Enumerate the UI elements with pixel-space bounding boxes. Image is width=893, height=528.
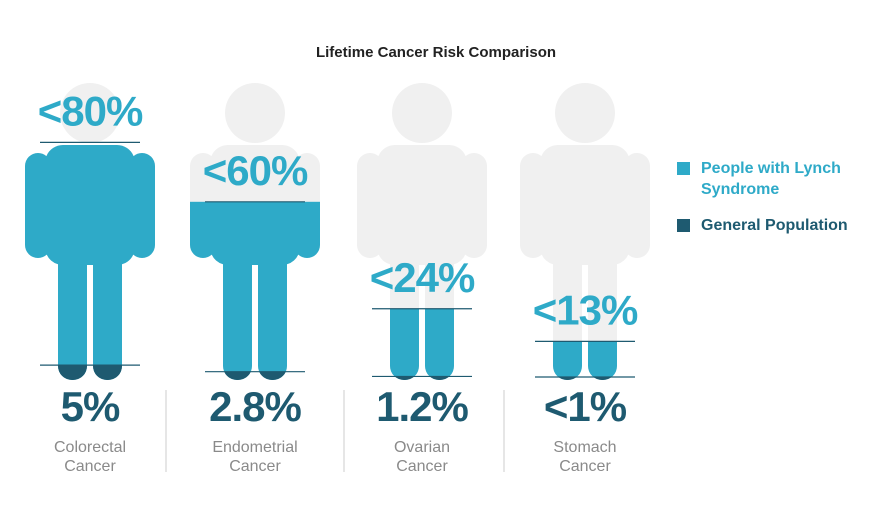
legend-swatch bbox=[677, 219, 690, 232]
figure bbox=[520, 83, 650, 380]
level-fill bbox=[25, 142, 155, 380]
value-label: 1.2% bbox=[376, 383, 468, 430]
value-label: 5% bbox=[61, 383, 120, 430]
category-label: Ovarian Cancer bbox=[393, 439, 451, 475]
level-fill bbox=[520, 341, 650, 380]
level-fill bbox=[25, 365, 155, 380]
figure-background bbox=[520, 83, 650, 380]
figure bbox=[357, 83, 487, 380]
level-fill bbox=[190, 201, 320, 380]
value-label: <80% bbox=[38, 87, 143, 134]
value-label: <24% bbox=[370, 254, 475, 301]
chart-title: Lifetime Cancer Risk Comparison bbox=[316, 44, 556, 61]
legend-swatch bbox=[677, 162, 690, 175]
figure-fill bbox=[190, 83, 320, 380]
value-label: <1% bbox=[544, 383, 627, 430]
category-label: Colorectal Cancer bbox=[53, 439, 127, 475]
legend-label: General Population bbox=[701, 217, 848, 234]
figure-background bbox=[357, 83, 487, 380]
figure-fill bbox=[520, 83, 650, 380]
category-label: Stomach Cancer bbox=[553, 439, 617, 475]
value-label: 2.8% bbox=[209, 383, 301, 430]
figure bbox=[190, 83, 320, 380]
value-label: <13% bbox=[533, 286, 638, 333]
figure-fill bbox=[357, 83, 487, 380]
value-label: <60% bbox=[203, 147, 308, 194]
category-label: Endometrial Cancer bbox=[212, 439, 298, 475]
level-fill bbox=[357, 308, 487, 380]
legend-label: People with Lynch Syndrome bbox=[701, 160, 841, 198]
